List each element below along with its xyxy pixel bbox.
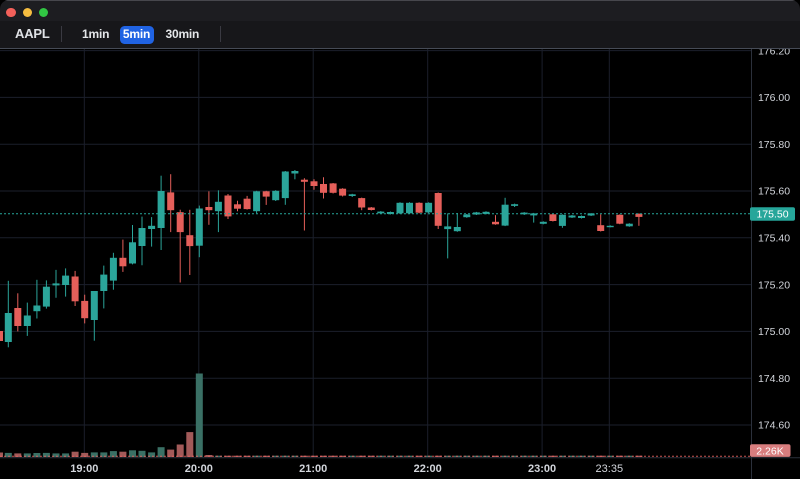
svg-text:175.20: 175.20 (758, 279, 790, 291)
svg-text:21:00: 21:00 (299, 463, 327, 475)
svg-text:22:00: 22:00 (414, 463, 442, 475)
svg-text:176.00: 176.00 (758, 92, 790, 104)
svg-text:174.80: 174.80 (758, 373, 790, 385)
svg-text:175.40: 175.40 (758, 233, 790, 245)
svg-text:174.60: 174.60 (758, 420, 790, 432)
svg-text:175.60: 175.60 (758, 186, 790, 198)
svg-text:23:00: 23:00 (528, 463, 556, 475)
svg-text:20:00: 20:00 (185, 463, 213, 475)
svg-text:175.80: 175.80 (758, 139, 790, 151)
svg-text:23:35: 23:35 (596, 463, 624, 475)
svg-text:19:00: 19:00 (70, 463, 98, 475)
svg-text:2.26K: 2.26K (756, 445, 783, 457)
svg-text:175.50: 175.50 (756, 209, 788, 221)
svg-text:175.00: 175.00 (758, 326, 790, 338)
